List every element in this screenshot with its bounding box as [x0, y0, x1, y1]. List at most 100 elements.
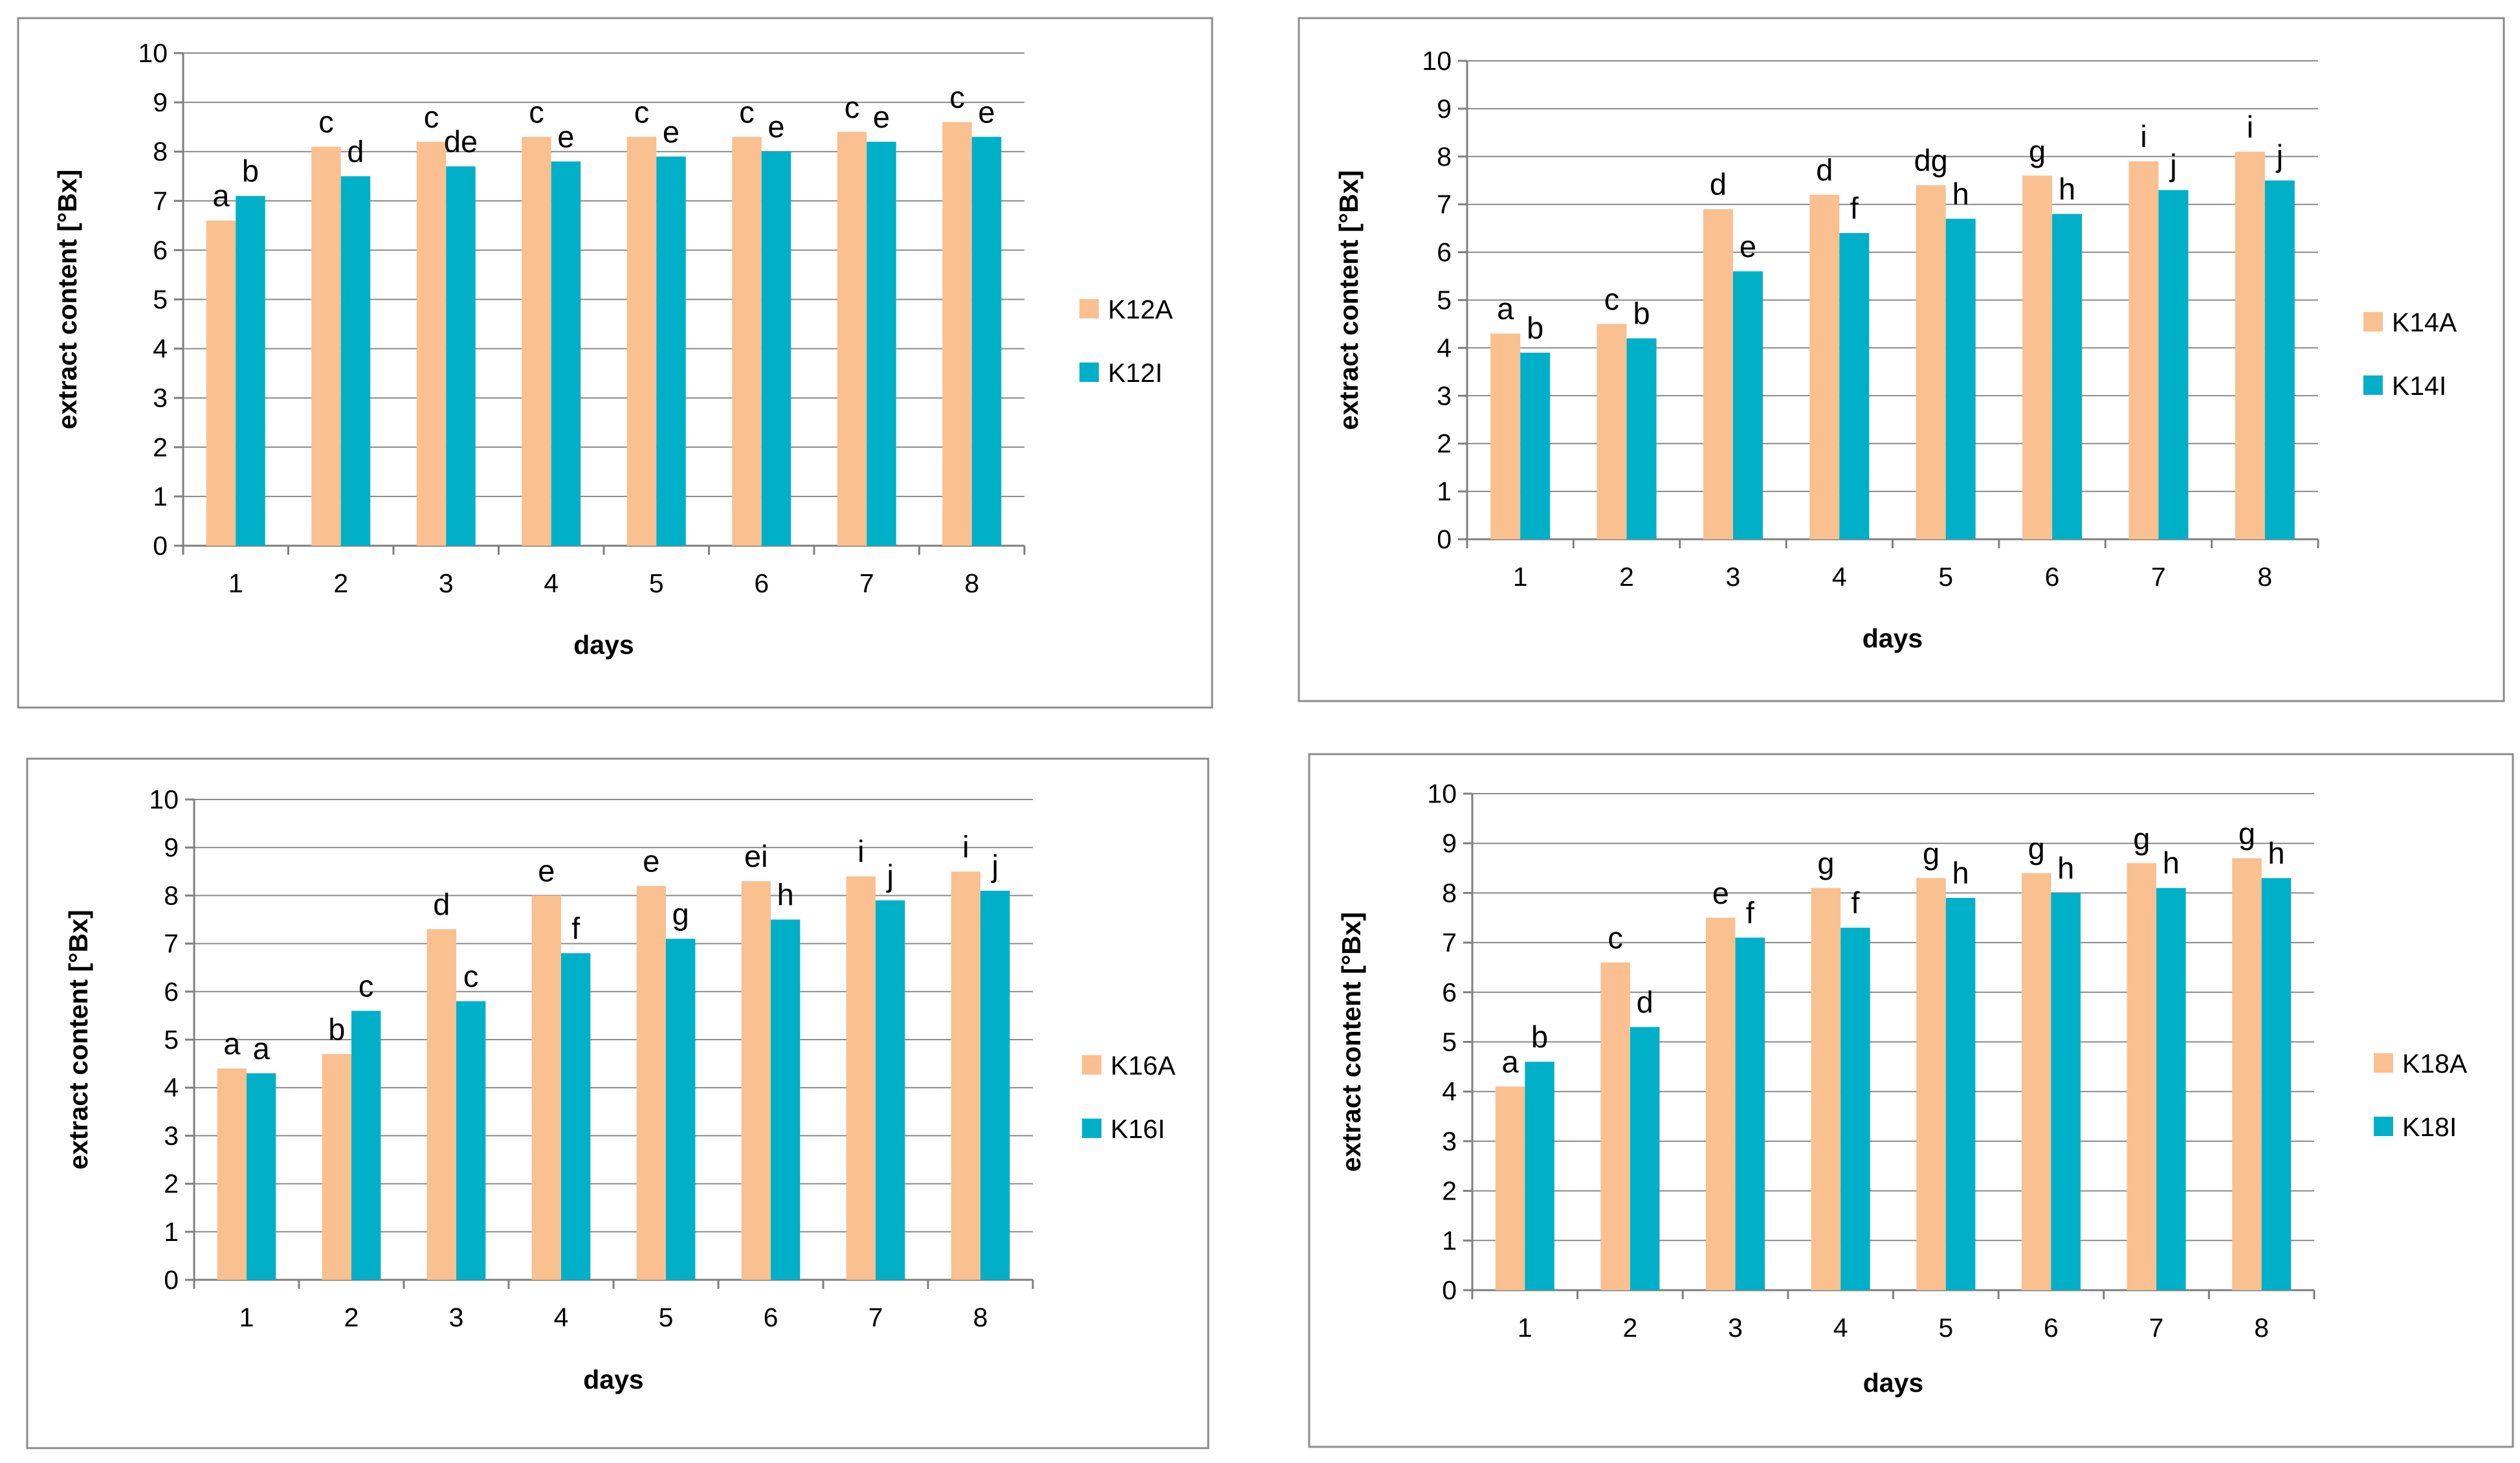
significance-label: f — [1850, 191, 1859, 225]
significance-label: a — [1497, 291, 1514, 326]
significance-label: f — [571, 911, 580, 945]
x-tick-label: 1 — [1518, 1313, 1532, 1343]
significance-label: d — [1710, 167, 1727, 201]
bar-k18i-day-8 — [2261, 878, 2292, 1290]
x-tick-label: 5 — [1938, 562, 1953, 592]
x-tick-label: 1 — [1513, 562, 1528, 592]
bar-k18a-day-1 — [1495, 1086, 1525, 1290]
x-tick-label: 4 — [544, 568, 558, 598]
significance-label: g — [2028, 831, 2045, 866]
y-tick-label: 6 — [153, 235, 168, 265]
y-tick-label: 1 — [1442, 1225, 1457, 1255]
legend-swatch-k16i — [1082, 1119, 1101, 1138]
y-tick-label: 5 — [164, 1025, 179, 1055]
significance-label: d — [433, 887, 450, 921]
chart-k18: 0123456789101ab2cd3ef4gf5gh6gh7gh8ghdays… — [1308, 753, 2514, 1448]
y-tick-label: 7 — [164, 929, 179, 959]
bar-k14a-day-3 — [1703, 209, 1733, 539]
x-tick-label: 7 — [859, 568, 874, 598]
chart-panel-k18: 0 1 2 3 4 5 6 7 8 9 10 1 a b 2 c d 3 e f 4 g f 5 g h 6 g h 7 g h 8 g h days… — [1288, 738, 2520, 1463]
significance-label: c — [1608, 921, 1623, 955]
bar-k14a-day-5 — [1916, 185, 1946, 539]
significance-label: j — [885, 858, 893, 893]
x-tick-label: 3 — [449, 1302, 464, 1332]
bar-k14a-day-1 — [1490, 333, 1521, 539]
bar-k16a-day-8 — [951, 871, 980, 1280]
significance-label: c — [739, 95, 755, 129]
y-tick-label: 7 — [1442, 928, 1457, 957]
bar-k16a-day-6 — [741, 881, 771, 1280]
bar-k14i-day-1 — [1520, 352, 1551, 539]
bar-k16i-day-5 — [666, 939, 696, 1280]
bar-k18i-day-5 — [1945, 898, 1976, 1290]
bar-k14a-day-7 — [2128, 161, 2159, 539]
bar-k18i-day-7 — [2156, 888, 2186, 1290]
bar-k14a-day-8 — [2235, 151, 2265, 539]
legend-swatch-k14i — [2363, 375, 2383, 395]
x-tick-label: 3 — [1726, 562, 1741, 592]
significance-label: c — [949, 80, 965, 115]
bar-k18a-day-2 — [1600, 962, 1630, 1290]
y-tick-label: 4 — [1442, 1077, 1457, 1106]
bar-k12a-day-3 — [416, 141, 447, 546]
significance-label: g — [1817, 846, 1834, 880]
x-tick-label: 4 — [554, 1302, 569, 1332]
y-tick-label: 0 — [164, 1265, 179, 1295]
legend-label-k18a: K18A — [2402, 1049, 2468, 1078]
x-tick-label: 8 — [2254, 1313, 2269, 1343]
bar-k12i-day-7 — [867, 141, 896, 546]
bar-k12a-day-7 — [837, 131, 867, 546]
y-tick-label: 0 — [1437, 524, 1452, 554]
significance-label: c — [634, 95, 650, 129]
y-tick-label: 1 — [1437, 476, 1452, 506]
legend-swatch-k16a — [1082, 1055, 1101, 1075]
bar-k12i-day-5 — [656, 156, 686, 546]
chart-panel-k14: 0 1 2 3 4 5 6 7 8 9 10 1 a b 2 c b 3 d e 4 d f 5 dg h 6 g h 7 i j 8 i j day… — [1288, 0, 2520, 728]
y-tick-label: 3 — [1442, 1126, 1457, 1156]
legend-label-k16i: K16I — [1111, 1114, 1165, 1144]
y-tick-label: 10 — [149, 785, 179, 814]
y-tick-label: 1 — [153, 482, 168, 511]
significance-label: g — [1923, 836, 1940, 870]
chart-frame — [26, 757, 1210, 1449]
x-tick-label: 4 — [1832, 562, 1847, 592]
significance-label: e — [873, 100, 890, 134]
significance-label: a — [253, 1031, 271, 1066]
y-tick-label: 8 — [1437, 142, 1452, 172]
bar-k12i-day-8 — [971, 137, 1002, 546]
bar-k16a-day-5 — [636, 886, 666, 1280]
bar-k16a-day-3 — [426, 929, 456, 1280]
significance-label: h — [2163, 846, 2180, 880]
x-tick-label: 6 — [2045, 562, 2060, 592]
significance-label: c — [359, 968, 374, 1003]
y-tick-label: 8 — [153, 137, 168, 166]
significance-label: de — [444, 124, 478, 159]
y-tick-label: 3 — [153, 383, 168, 413]
x-tick-label: 6 — [764, 1302, 779, 1332]
y-tick-label: 2 — [1437, 429, 1452, 458]
bar-k16i-day-1 — [247, 1073, 276, 1280]
significance-label: f — [1851, 886, 1860, 920]
significance-label: c — [845, 90, 860, 124]
significance-label: b — [242, 154, 259, 188]
significance-label: c — [424, 100, 439, 134]
bar-k18i-day-2 — [1630, 1027, 1660, 1290]
bar-k16i-day-3 — [456, 1001, 486, 1280]
bar-k16i-day-4 — [561, 953, 591, 1280]
significance-label: g — [2029, 133, 2046, 168]
y-tick-label: 4 — [1437, 333, 1452, 363]
bar-k12i-day-2 — [340, 176, 371, 546]
bar-k12a-day-8 — [942, 122, 972, 546]
significance-label: i — [2247, 109, 2253, 144]
bar-k18a-day-6 — [2021, 873, 2051, 1290]
significance-label: h — [2057, 851, 2074, 885]
significance-label: a — [212, 179, 230, 213]
legend-label-k18i: K18I — [2402, 1112, 2457, 1142]
bar-k12a-day-6 — [732, 137, 762, 546]
bar-k14i-day-3 — [1732, 271, 1763, 539]
y-tick-label: 5 — [1442, 1027, 1457, 1057]
significance-label: e — [1712, 876, 1729, 910]
bar-k18a-day-5 — [1916, 878, 1946, 1290]
significance-label: e — [538, 853, 555, 888]
y-axis-title: extract content [°Bx] — [52, 170, 82, 429]
